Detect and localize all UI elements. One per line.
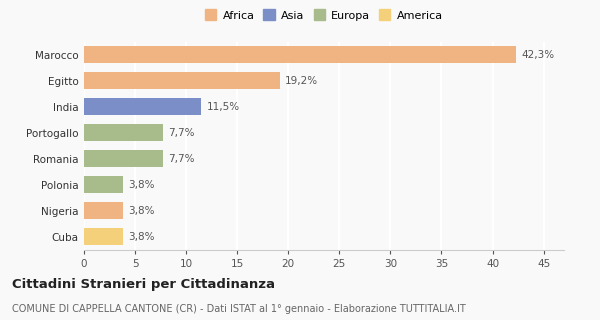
Text: 7,7%: 7,7%: [168, 154, 194, 164]
Text: 19,2%: 19,2%: [285, 76, 319, 86]
Text: 3,8%: 3,8%: [128, 180, 154, 189]
Bar: [84, 124, 163, 141]
Text: Cittadini Stranieri per Cittadinanza: Cittadini Stranieri per Cittadinanza: [12, 278, 275, 292]
Text: 3,8%: 3,8%: [128, 205, 154, 216]
Text: 11,5%: 11,5%: [206, 102, 239, 112]
Text: 3,8%: 3,8%: [128, 232, 154, 242]
Bar: [84, 46, 516, 63]
Legend: Africa, Asia, Europa, America: Africa, Asia, Europa, America: [200, 5, 448, 25]
Bar: [84, 98, 202, 115]
Text: COMUNE DI CAPPELLA CANTONE (CR) - Dati ISTAT al 1° gennaio - Elaborazione TUTTIT: COMUNE DI CAPPELLA CANTONE (CR) - Dati I…: [12, 304, 466, 314]
Bar: [84, 176, 123, 193]
Bar: [84, 202, 123, 219]
Text: 42,3%: 42,3%: [521, 50, 554, 60]
Bar: [84, 72, 280, 89]
Bar: [84, 228, 123, 245]
Text: 7,7%: 7,7%: [168, 128, 194, 138]
Bar: [84, 150, 163, 167]
